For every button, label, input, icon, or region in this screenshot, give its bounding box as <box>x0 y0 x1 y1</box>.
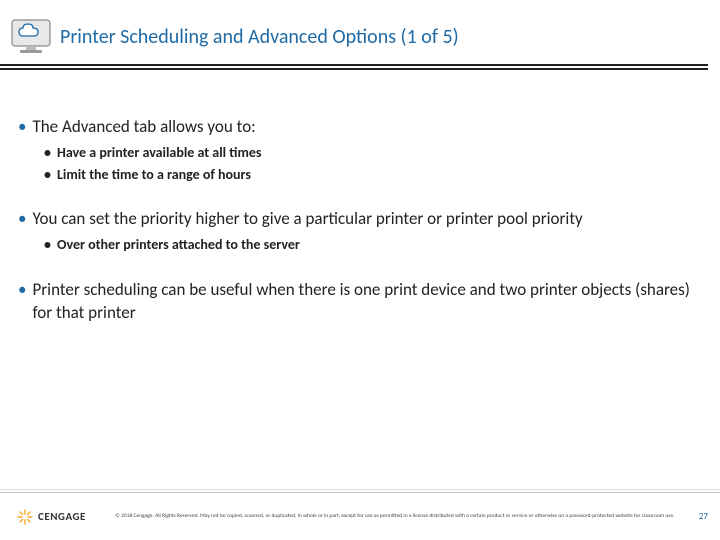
brand-name: CENGAGE <box>38 510 86 523</box>
bullet-level2: • Have a printer available at all times <box>44 143 702 163</box>
bullet-text: The Advanced tab allows you to: <box>32 116 255 139</box>
bullet-level2: • Limit the time to a range of hours <box>44 165 702 185</box>
bullet-level1: • The Advanced tab allows you to: <box>18 116 702 139</box>
bullet-dot-icon: • <box>18 279 26 325</box>
slide-header: Printer Scheduling and Advanced Options … <box>0 0 708 66</box>
bullet-text: Over other printers attached to the serv… <box>57 235 300 255</box>
bullet-level2: • Over other printers attached to the ser… <box>44 235 702 255</box>
bullet-dot-icon: • <box>44 235 51 255</box>
page-number: 27 <box>699 511 708 522</box>
cengage-starburst-icon <box>16 508 34 526</box>
bullet-level1: • You can set the priority higher to give… <box>18 208 702 231</box>
brand-logo: CENGAGE <box>16 508 86 526</box>
bullet-text: Have a printer available at all times <box>57 143 261 163</box>
bullet-dot-icon: • <box>18 116 26 139</box>
slide-title: Printer Scheduling and Advanced Options … <box>60 25 459 49</box>
slide-footer: CENGAGE © 2018 Cengage. All Rights Reser… <box>0 492 720 540</box>
bullet-level1: •Printer scheduling can be useful when t… <box>18 279 702 325</box>
bullet-text: Printer scheduling can be useful when th… <box>32 279 702 325</box>
bullet-text: Limit the time to a range of hours <box>57 165 251 185</box>
bullet-dot-icon: • <box>44 165 51 185</box>
cloud-monitor-icon <box>10 18 52 56</box>
slide-body: • The Advanced tab allows you to: • Have a … <box>0 66 720 325</box>
copyright-text: © 2018 Cengage. All Rights Reserved. May… <box>86 513 704 520</box>
bullet-dot-icon: • <box>44 143 51 163</box>
bullet-dot-icon: • <box>18 208 26 231</box>
bullet-text: You can set the priority higher to give … <box>32 208 582 231</box>
